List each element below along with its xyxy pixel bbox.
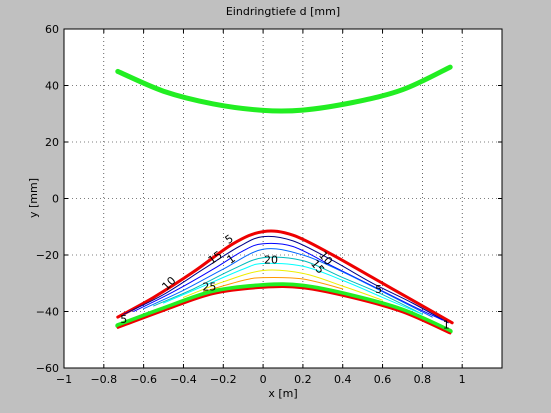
- y-axis-label: y [mm]: [27, 178, 40, 218]
- x-tick-label: −0.8: [90, 373, 117, 386]
- series-line-3: [133, 242, 443, 321]
- x-axis-label: x [m]: [268, 387, 297, 400]
- series-line-8: [202, 276, 344, 293]
- series-line-4: [143, 248, 433, 318]
- x-tick-label: −0.4: [170, 373, 197, 386]
- series-line-2: [123, 235, 449, 324]
- y-tick-label: 20: [45, 136, 59, 149]
- x-tick-label: 0.2: [294, 373, 312, 386]
- contour-label-9: 5: [120, 313, 127, 326]
- x-tick-label: 0.4: [334, 373, 352, 386]
- y-tick-label: −60: [36, 362, 59, 375]
- series-line-11: [116, 286, 452, 335]
- x-tick-label: 0: [260, 373, 267, 386]
- contour-label-8: 5: [375, 283, 382, 296]
- contour-label-3: 20: [264, 253, 278, 266]
- series-line-6: [163, 262, 423, 315]
- series-line-7: [183, 269, 383, 301]
- series-line-0: [115, 64, 453, 114]
- series-line-5: [153, 256, 423, 315]
- contour-label-5: 25: [202, 280, 216, 293]
- x-tick-label: −0.2: [210, 373, 237, 386]
- contour-label-10: 1: [443, 318, 450, 331]
- y-tick-label: 0: [52, 193, 59, 206]
- axis-ticks: −1 −0.8 −0.6 −0.4 −0.2 0 0.2 0.4 0.6 0.8 1 −60 −40 −2…: [36, 23, 502, 386]
- series-line-10: [115, 282, 453, 334]
- x-tick-label: 0.8: [414, 373, 432, 386]
- x-tick-label: 0.6: [374, 373, 392, 386]
- y-tick-label: −20: [36, 249, 59, 262]
- series-line-1: [116, 229, 454, 325]
- x-tick-label: −1: [56, 373, 72, 386]
- y-tick-label: −40: [36, 306, 59, 319]
- y-tick-label: 40: [45, 80, 59, 93]
- x-tick-label: −0.6: [130, 373, 157, 386]
- series-layer: [115, 64, 454, 335]
- chart-title: Eindringtiefe d [mm]: [226, 5, 340, 18]
- x-tick-label: 1: [459, 373, 466, 386]
- y-tick-label: 60: [45, 23, 59, 36]
